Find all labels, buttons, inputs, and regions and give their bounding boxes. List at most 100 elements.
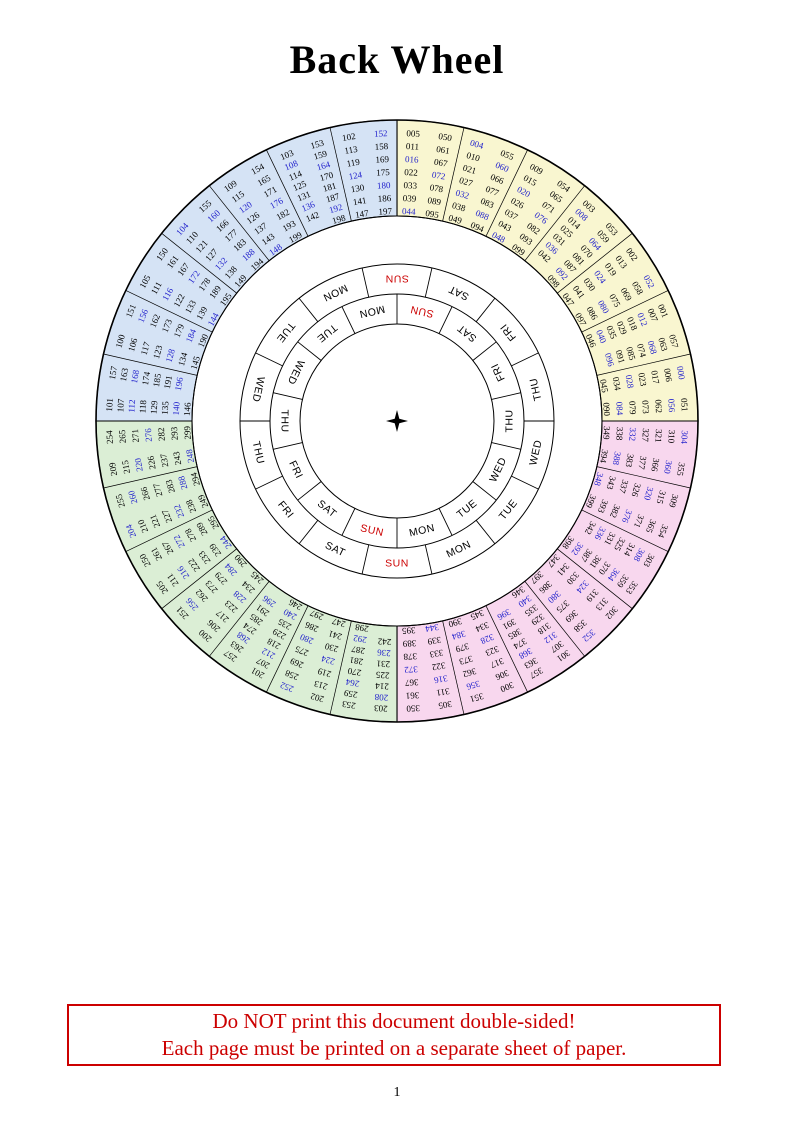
day-cell-divider (475, 297, 496, 322)
day-label-tue: TUE (497, 497, 520, 522)
year-number: 277 (151, 482, 164, 498)
year-number: 276 (143, 427, 154, 442)
back-wheel-figure: 005 050 011 061 016 067 022 072 033 078 039 089 044 0… (77, 101, 717, 741)
year-number: 170 (319, 170, 335, 183)
wedge-divider (524, 581, 585, 657)
year-number: 372 (404, 664, 418, 675)
year-number: 023 (636, 372, 648, 387)
year-number: 316 (433, 673, 448, 685)
wheel-ring-outline (191, 215, 603, 627)
year-number: 102 (341, 131, 356, 143)
year-number: 131 (296, 189, 312, 203)
year-number: 282 (156, 427, 167, 441)
wedge-divider (524, 185, 585, 261)
wedge-divider (485, 149, 528, 237)
year-number: 271 (130, 429, 141, 443)
year-number: 027 (458, 175, 474, 188)
year-number: 073 (640, 400, 651, 415)
year-number: 270 (346, 666, 361, 678)
year-number: 061 (436, 144, 451, 156)
day-label-fri: FRI (489, 361, 508, 383)
year-number: 281 (349, 655, 364, 667)
year-number: 066 (489, 172, 506, 187)
year-number: 163 (118, 367, 130, 382)
day-label-wed: WED (527, 439, 544, 467)
year-number: 203 (373, 703, 388, 714)
day-cell-divider (424, 544, 433, 575)
year-number: 311 (436, 686, 451, 698)
year-number: 181 (322, 180, 338, 193)
year-number: 169 (375, 154, 390, 165)
year-number: 124 (348, 169, 363, 181)
wedge-divider (103, 466, 198, 489)
year-number: 208 (374, 692, 389, 703)
day-cell-divider (475, 520, 496, 545)
day-label-sun: SUN (409, 303, 435, 320)
year-number: 011 (406, 141, 420, 152)
day-label-sun: SUN (359, 522, 385, 539)
year-number: 018 (625, 315, 640, 332)
day-cell-divider (491, 442, 521, 450)
wheel-ring-outline (269, 293, 525, 549)
year-number: 039 (403, 193, 418, 204)
page-title: Back Wheel (289, 37, 505, 82)
year-number: 253 (341, 699, 356, 711)
day-cell-divider (511, 352, 539, 367)
year-number: 156 (136, 307, 151, 324)
year-number: 367 (404, 677, 419, 688)
year-number: 016 (405, 154, 420, 165)
day-cell-divider (361, 544, 370, 575)
year-number: 062 (653, 399, 664, 413)
year-number: 091 (614, 349, 627, 365)
year-number: 328 (479, 632, 496, 647)
wedge-divider (209, 581, 270, 657)
year-number: 373 (458, 654, 474, 667)
year-number: 326 (629, 482, 642, 498)
day-label-tue: TUE (314, 321, 339, 344)
year-number: 140 (171, 401, 182, 416)
year-number: 202 (309, 691, 325, 704)
day-cell-divider (273, 392, 303, 400)
year-number: 151 (124, 303, 138, 319)
year-number: 388 (611, 451, 623, 466)
wedge-divider (209, 185, 270, 261)
year-number: 125 (291, 178, 308, 193)
year-number: 001 (656, 303, 670, 319)
year-number: 221 (148, 513, 162, 529)
year-number: 152 (374, 128, 388, 139)
year-number: 231 (376, 659, 390, 670)
wedge-divider (266, 605, 309, 693)
year-number: 254 (104, 430, 115, 445)
year-number: 389 (402, 638, 417, 649)
year-number: 224 (320, 653, 336, 666)
year-number: 227 (160, 508, 175, 525)
year-number: 294 (188, 471, 201, 487)
year-number: 106 (126, 336, 139, 352)
year-number: 168 (129, 369, 141, 384)
day-label-thu: THU (279, 409, 291, 432)
day-cell-divider (341, 306, 356, 334)
day-cell-divider (491, 392, 521, 400)
day-cell-divider (472, 341, 497, 361)
year-number: 153 (309, 137, 325, 150)
year-number: 017 (649, 370, 661, 385)
year-number: 204 (124, 523, 139, 540)
day-label-thu: THU (504, 409, 516, 432)
year-number: 197 (378, 206, 393, 217)
year-number: 000 (675, 365, 687, 380)
year-number: 365 (644, 518, 659, 535)
year-number: 103 (279, 148, 296, 163)
year-number: 264 (345, 677, 360, 689)
year-number: 349 (601, 426, 612, 441)
wedge-divider (125, 290, 213, 333)
year-number: 299 (182, 425, 193, 440)
year-number: 079 (627, 401, 638, 416)
year-number: 108 (283, 158, 300, 173)
year-number: 241 (327, 629, 343, 642)
center-star-icon (386, 410, 408, 432)
year-number: 157 (107, 365, 119, 380)
year-number: 371 (632, 513, 646, 529)
year-number: 269 (288, 656, 305, 671)
year-number: 145 (189, 354, 202, 370)
year-number: 129 (149, 400, 160, 415)
